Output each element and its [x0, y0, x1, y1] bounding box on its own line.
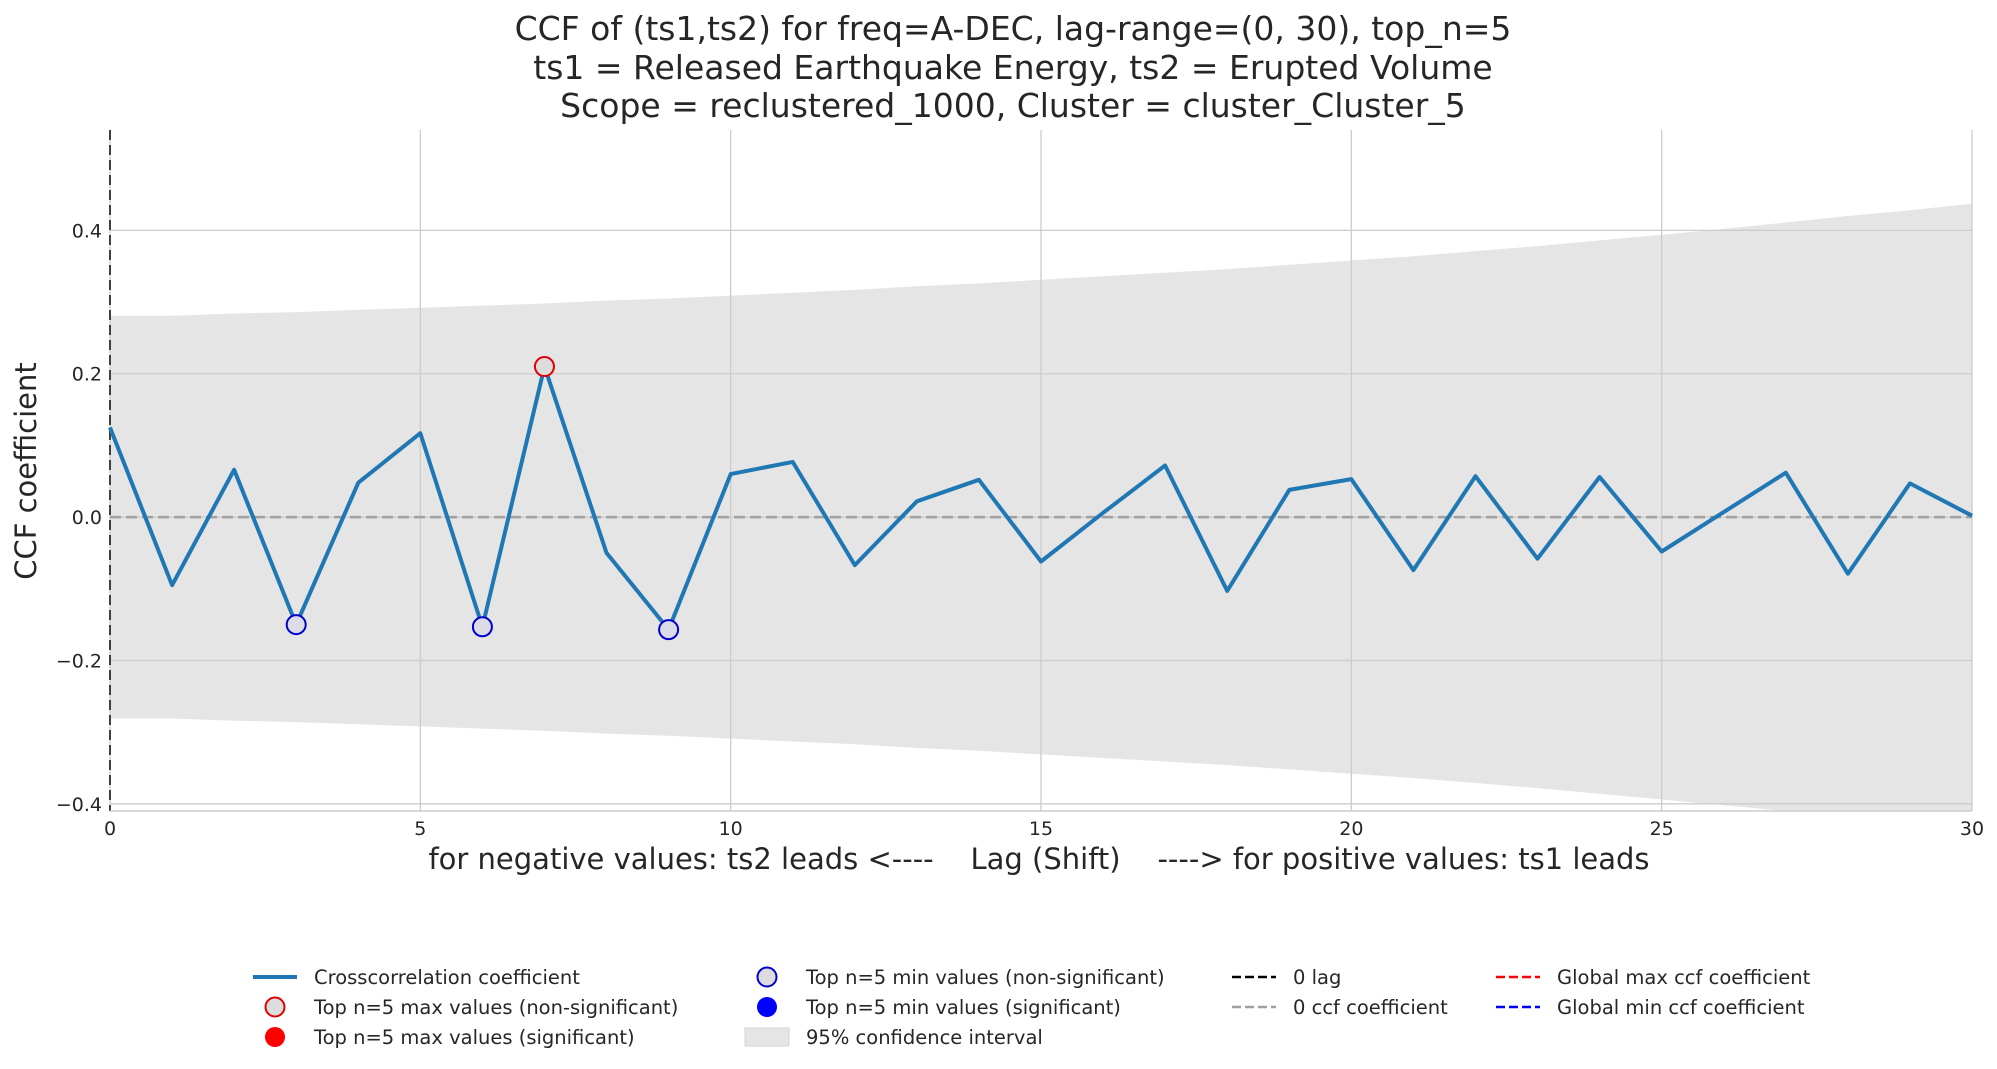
- y-tick-label: −0.4: [56, 794, 102, 816]
- x-axis-label: for negative values: ts2 leads <---- Lag…: [428, 842, 1649, 876]
- legend-filled-circle: [265, 1027, 285, 1047]
- legend-item: Global min ccf coefficient: [1496, 996, 1805, 1019]
- legend-item: Top n=5 max values (non-significant): [264, 996, 678, 1019]
- y-tick-label: −0.2: [56, 650, 102, 672]
- top-n-markers: [285, 356, 680, 641]
- legend-label: Crosscorrelation coefficient: [314, 966, 580, 989]
- x-tick-label: 30: [1960, 818, 1984, 840]
- legend-label: Global min ccf coefficient: [1557, 996, 1805, 1019]
- x-tick-label: 0: [104, 818, 116, 840]
- x-tick-labels: 0 5 10 15 20 25 30: [104, 818, 1984, 840]
- legend-open-circle: [264, 996, 286, 1018]
- x-tick-label: 5: [414, 818, 426, 840]
- x-tick-label: 10: [719, 818, 743, 840]
- legend-label: Top n=5 max values (significant): [313, 1026, 635, 1049]
- y-tick-label: 0.0: [72, 507, 102, 529]
- legend-label: Global max ccf coefficient: [1557, 966, 1811, 989]
- legend-open-circle: [756, 966, 778, 988]
- legend-label: Top n=5 min values (significant): [805, 996, 1121, 1019]
- legend-item: 0 lag: [1232, 966, 1341, 989]
- legend-label: 0 lag: [1293, 966, 1341, 989]
- title-line-1: CCF of (ts1,ts2) for freq=A-DEC, lag-ran…: [515, 9, 1512, 48]
- x-tick-label: 20: [1339, 818, 1363, 840]
- x-tick-label: 15: [1029, 818, 1053, 840]
- y-tick-labels: −0.4 −0.2 0.0 0.2 0.4: [56, 220, 102, 815]
- top-max-marker: [533, 356, 555, 378]
- legend-item: 95% confidence interval: [744, 1026, 1043, 1049]
- legend-filled-circle: [757, 997, 777, 1017]
- plot-area: [108, 130, 1973, 812]
- top-min-marker: [658, 619, 680, 641]
- legend-label: Top n=5 max values (non-significant): [313, 996, 678, 1019]
- title-line-3: Scope = reclustered_1000, Cluster = clus…: [560, 86, 1466, 125]
- legend-item: 0 ccf coefficient: [1232, 996, 1448, 1019]
- ccf-series-line: [108, 364, 1973, 632]
- top-min-marker: [285, 614, 307, 636]
- legend-item: Top n=5 min values (significant): [757, 996, 1121, 1019]
- y-tick-label: 0.2: [72, 364, 102, 386]
- legend-label: 95% confidence interval: [806, 1026, 1043, 1049]
- legend-item: Top n=5 min values (non-significant): [756, 966, 1165, 989]
- y-tick-label: 0.4: [72, 220, 102, 242]
- legend-label: Top n=5 min values (non-significant): [805, 966, 1165, 989]
- chart-title: CCF of (ts1,ts2) for freq=A-DEC, lag-ran…: [515, 9, 1512, 125]
- legend-item: Global max ccf coefficient: [1496, 966, 1811, 989]
- legend-item: Top n=5 max values (significant): [265, 1026, 635, 1049]
- legend-item: Crosscorrelation coefficient: [253, 966, 580, 989]
- title-line-2: ts1 = Released Earthquake Energy, ts2 = …: [533, 48, 1492, 87]
- legend-patch-swatch: [744, 1027, 790, 1047]
- legend-label: 0 ccf coefficient: [1293, 996, 1448, 1019]
- top-min-marker: [471, 616, 493, 638]
- y-axis-label: CCF coefficient: [9, 362, 43, 580]
- legend: Crosscorrelation coefficient Top n=5 max …: [253, 966, 1811, 1049]
- x-grid: [109, 130, 1973, 811]
- x-tick-label: 25: [1650, 818, 1674, 840]
